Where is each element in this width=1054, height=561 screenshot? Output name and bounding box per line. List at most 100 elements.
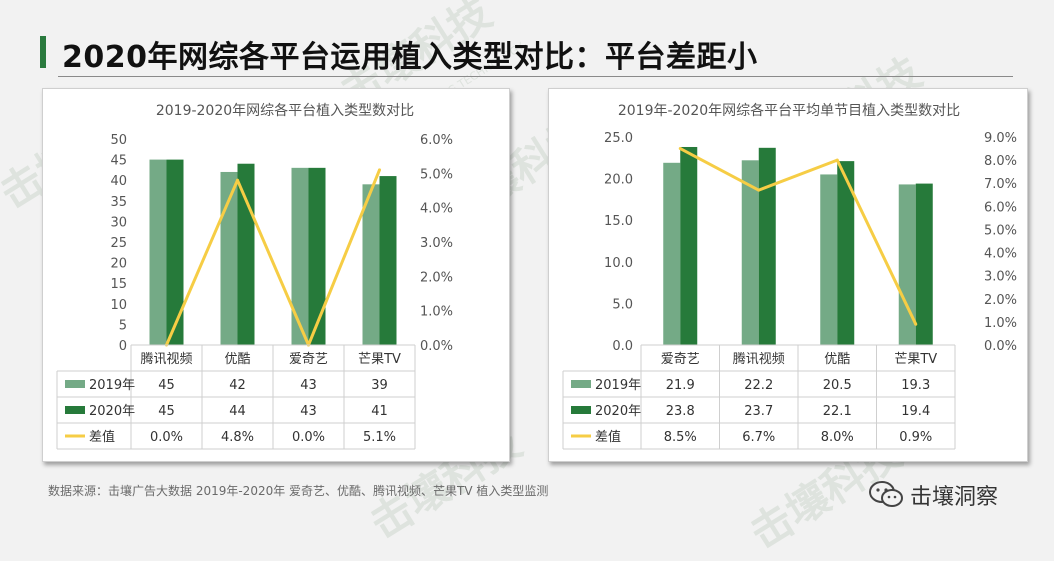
bar-2019 [149, 159, 167, 345]
table-cell: 5.1% [363, 430, 396, 445]
bar-2019 [291, 167, 309, 345]
bar-2020 [758, 147, 776, 345]
y2-tick-label: 7.0% [984, 177, 1017, 192]
legend-key-2019 [65, 380, 85, 388]
diff-point [678, 147, 682, 151]
y-tick-label: 0.0 [612, 339, 633, 354]
y-tick-label: 15.0 [604, 214, 633, 229]
y2-tick-label: 1.0% [420, 305, 453, 320]
diff-point [378, 168, 381, 172]
brand-label: 击壤洞察 [868, 479, 998, 511]
chart-title: 2019年-2020年网综各平台平均单节目植入类型数对比 [618, 103, 960, 119]
y2-tick-label: 0.0% [420, 339, 453, 354]
wechat-icon [869, 481, 903, 507]
y2-tick-label: 4.0% [984, 247, 1017, 262]
y2-tick-label: 1.0% [984, 316, 1017, 331]
chart-title: 2019-2020年网综各平台植入类型数对比 [156, 103, 414, 119]
y-tick-label: 20.0 [604, 173, 633, 188]
diff-line [679, 147, 918, 325]
y-tick-label: 25 [110, 236, 127, 251]
table-cell: 0.9% [899, 430, 932, 445]
y2-tick-label: 2.0% [984, 293, 1017, 308]
y2-tick-label: 8.0% [984, 154, 1017, 169]
table-cell: 45 [158, 404, 175, 419]
table-cell: 4.8% [221, 430, 254, 445]
table-cell: 19.4 [901, 404, 930, 419]
table-cell: 0.0% [150, 430, 183, 445]
legend-key-2020 [65, 406, 85, 414]
legend-label: 2020年 [595, 404, 641, 419]
diff-line [165, 169, 381, 347]
diff-point [236, 178, 239, 182]
chart-svg-left: 2019-2020年网综各平台植入类型数对比 0 5 10 15 20 25 30 35 40 45… [56, 103, 453, 450]
bar-2020 [837, 161, 855, 345]
y2-tick-label: 2.0% [420, 270, 453, 285]
table-cell: 39 [371, 378, 388, 393]
source-note: 数据来源：击壤广告大数据 2019年-2020年 爱奇艺、优酷、腾讯视频、芒果T… [48, 484, 549, 498]
table-cell: 19.3 [901, 378, 930, 393]
table-cell: 43 [300, 378, 317, 393]
diff-point [757, 188, 761, 192]
brand-name: 击壤洞察 [910, 485, 999, 510]
bar-2019 [663, 162, 681, 345]
table-cell: 23.8 [666, 404, 695, 419]
y2-tick-label: 0.0% [984, 339, 1017, 354]
y2-tick-label: 9.0% [984, 131, 1017, 146]
table-cell: 20.5 [823, 378, 852, 393]
table-cell: 44 [229, 404, 246, 419]
bar-2019 [220, 171, 238, 345]
title-divider [58, 76, 1013, 77]
bar-2019 [741, 160, 759, 345]
category-label: 爱奇艺 [289, 351, 328, 367]
y-tick-label: 50 [110, 133, 127, 148]
category-label: 爱奇艺 [661, 351, 700, 367]
y-tick-label: 20 [110, 257, 127, 272]
table-cell: 23.7 [744, 404, 773, 419]
table-cell: 21.9 [666, 378, 695, 393]
bar-2020 [680, 146, 698, 345]
diff-point [835, 158, 839, 162]
category-label: 腾讯视频 [733, 351, 785, 367]
bar-2020 [379, 176, 397, 345]
page-title: 2020年网综各平台运用植入类型对比：平台差距小 [62, 40, 758, 75]
legend-label: 2020年 [89, 404, 135, 419]
table-cell: 8.0% [821, 430, 854, 445]
bar-2020 [308, 167, 326, 345]
y2-tick-label: 3.0% [984, 270, 1017, 285]
legend-label: 2019年 [595, 378, 641, 393]
category-label: 芒果TV [358, 351, 401, 367]
y-tick-label: 0 [119, 339, 127, 354]
y2-tick-label: 6.0% [984, 200, 1017, 215]
table-cell: 22.2 [744, 378, 773, 393]
chart-panel-right: 2019年-2020年网综各平台平均单节目植入类型数对比 0.0 5.0 10.0 15… [548, 88, 1028, 462]
y-tick-label: 25.0 [604, 131, 633, 146]
y-tick-label: 5.0 [612, 297, 633, 312]
table-cell: 8.5% [664, 430, 697, 445]
y-tick-label: 5 [119, 318, 127, 333]
title-accent-bar [40, 36, 46, 68]
category-label: 优酷 [824, 352, 850, 367]
table-cell: 42 [229, 378, 246, 393]
y2-tick-label: 4.0% [420, 202, 453, 217]
bar-2019 [362, 184, 380, 345]
category-label: 芒果TV [894, 351, 937, 367]
table-cell: 41 [371, 404, 388, 419]
y-tick-label: 10 [110, 298, 127, 313]
diff-point [914, 322, 918, 326]
legend-label: 差值 [89, 429, 115, 445]
table-cell: 45 [158, 378, 175, 393]
y-tick-label: 30 [110, 215, 127, 230]
y-tick-label: 40 [110, 174, 127, 189]
y-tick-label: 15 [110, 277, 127, 292]
chart-panel-left: 2019-2020年网综各平台植入类型数对比 0 5 10 15 20 25 30 35 40 45… [42, 88, 510, 462]
bar-2020 [166, 159, 184, 345]
legend-key-2020 [571, 406, 591, 414]
table-cell: 0.0% [292, 430, 325, 445]
y2-tick-label: 5.0% [984, 223, 1017, 238]
y2-tick-label: 5.0% [420, 167, 453, 182]
bar-2020 [237, 163, 255, 345]
legend-key-2019 [571, 380, 591, 388]
table-cell: 6.7% [742, 430, 775, 445]
bar-2019 [898, 184, 916, 345]
bar-2019 [820, 174, 838, 345]
